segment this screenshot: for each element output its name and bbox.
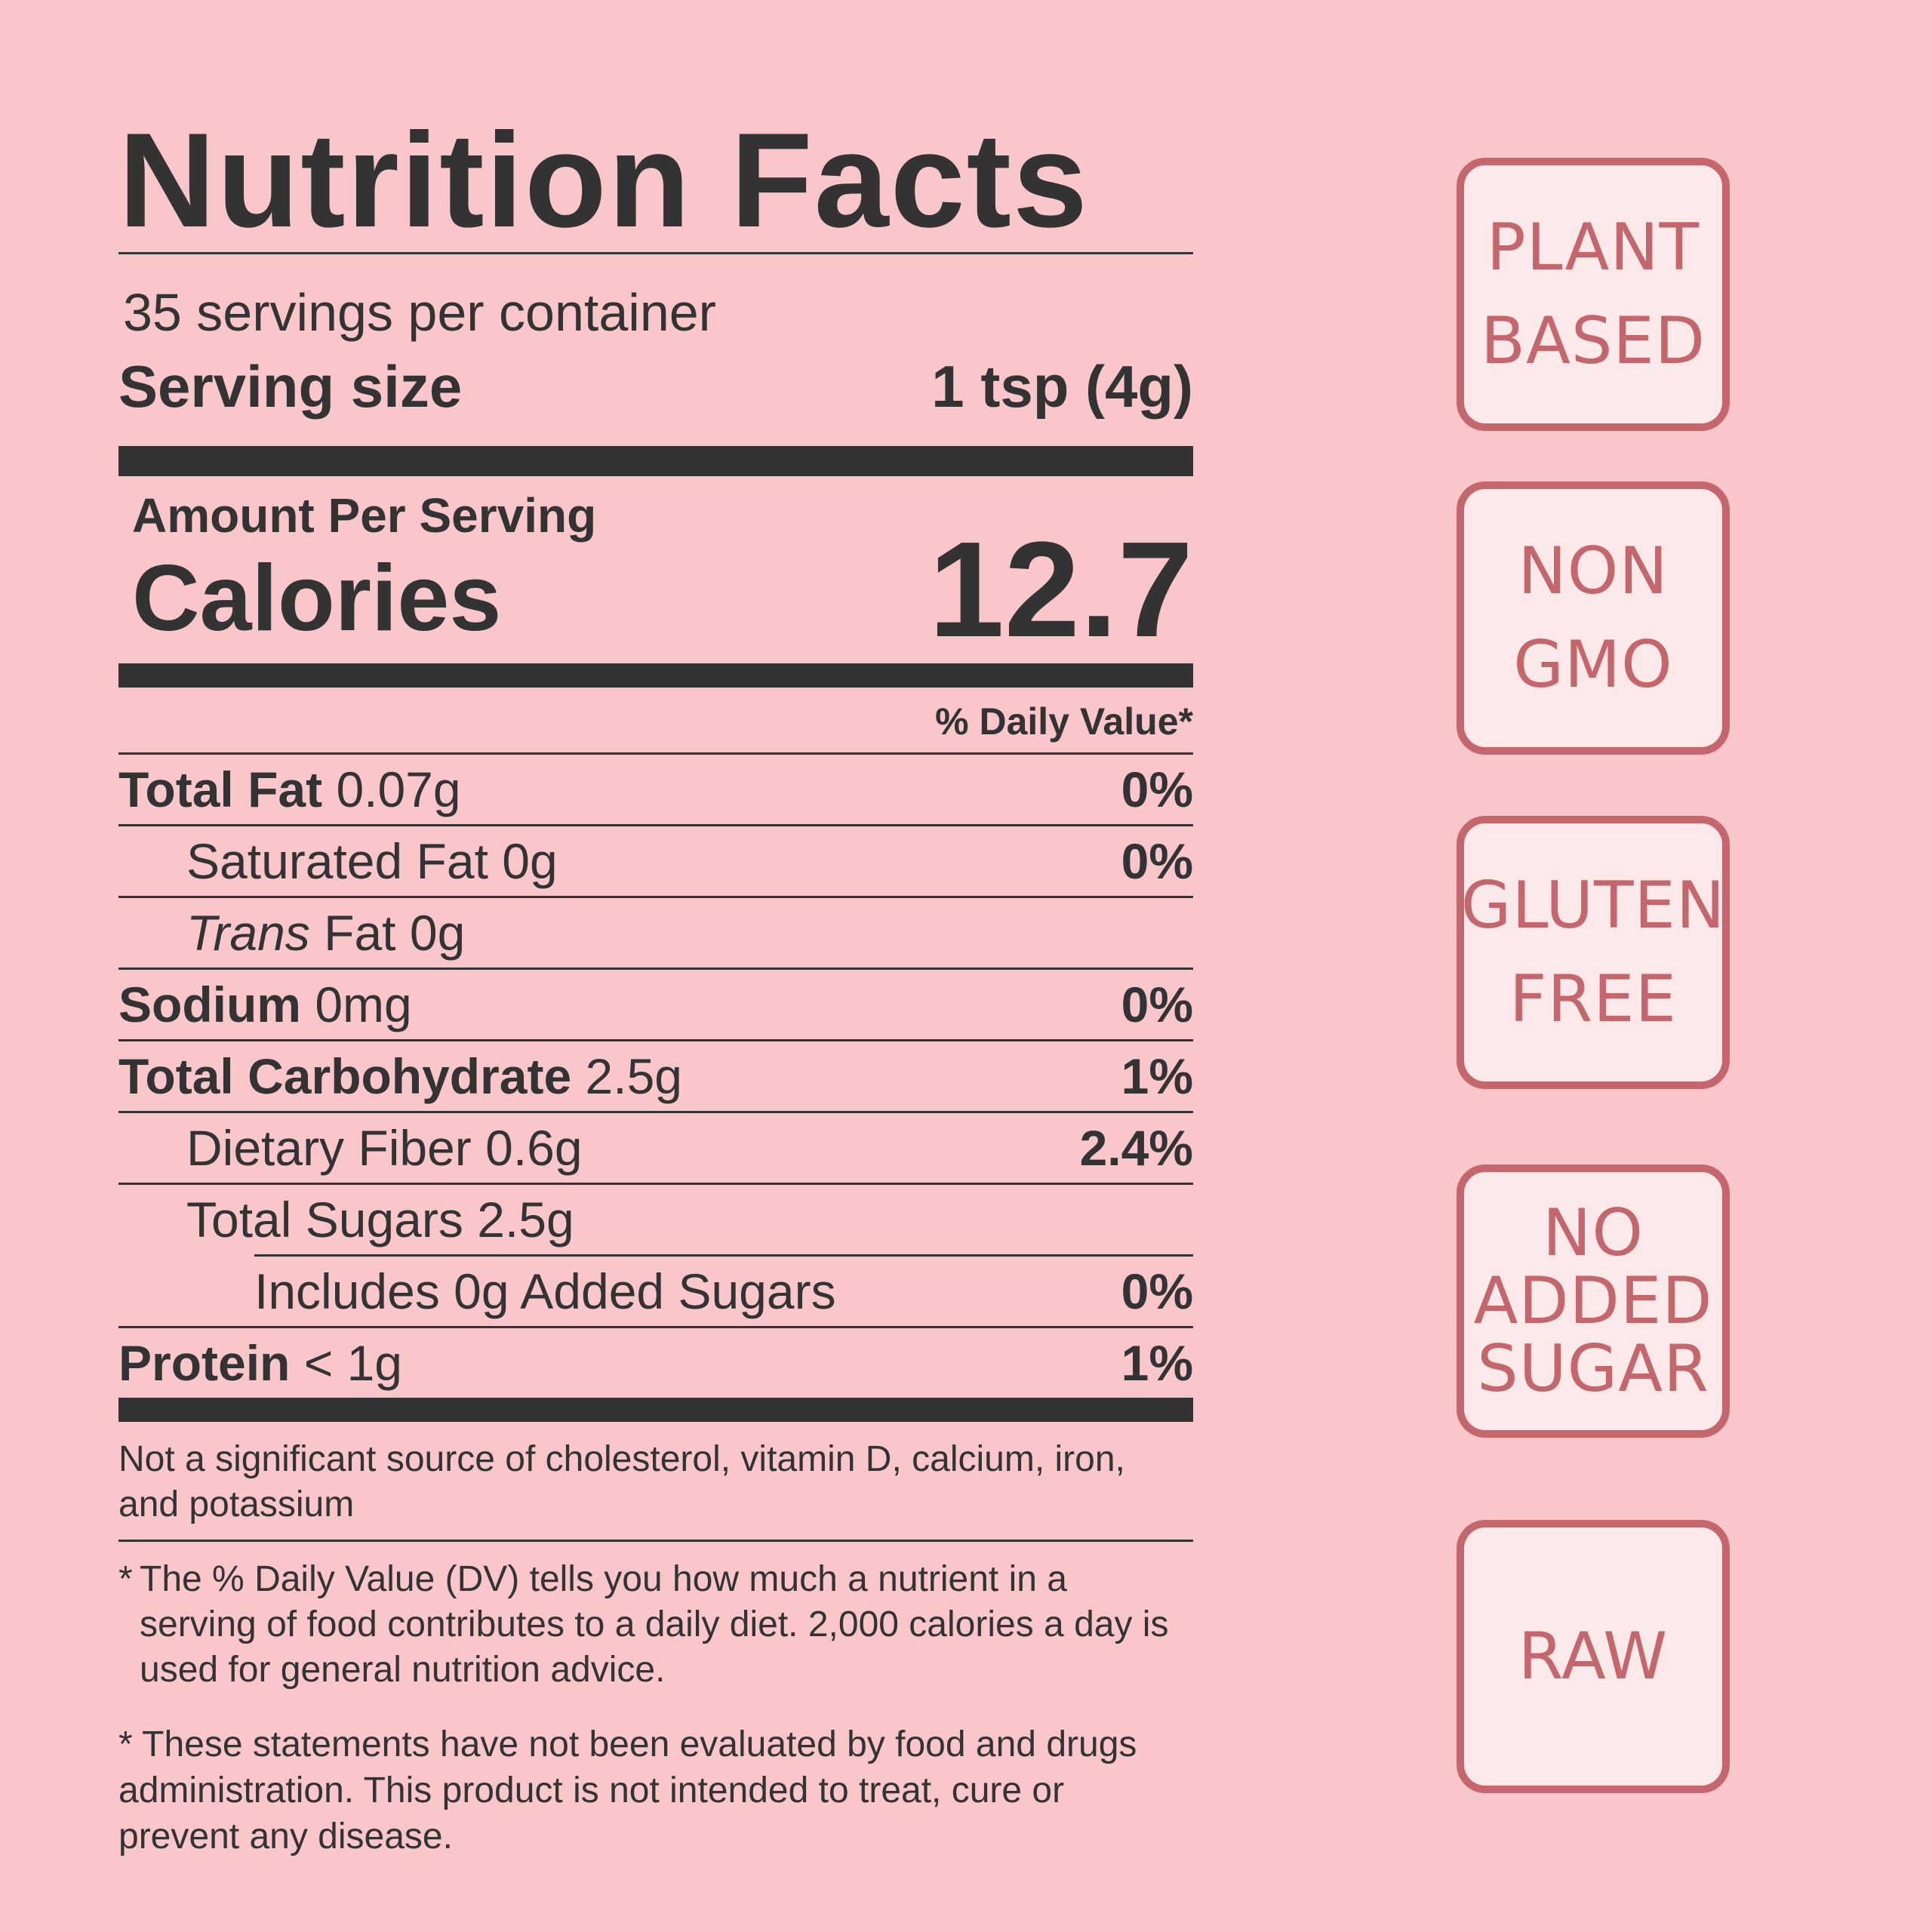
gluten-free-badge: GLUTEN FREE	[1457, 816, 1730, 1089]
serving-size-row: Serving size 1 tsp (4g)	[118, 357, 1193, 416]
nutrient-name: Saturated Fat	[186, 833, 488, 889]
nutrient-dv: 2.4%	[1079, 1120, 1193, 1176]
serving-size-value: 1 tsp (4g)	[931, 353, 1193, 420]
nutrient-row-added-sugars: Includes 0g Added Sugars 0%	[254, 1254, 1193, 1326]
calories-value: 12.7	[928, 514, 1193, 666]
daily-value-note: The % Daily Value (DV) tells you how muc…	[140, 1559, 1169, 1690]
calories-row: Calories 12.7	[118, 514, 1193, 666]
nutrient-dv: 0%	[1121, 1263, 1193, 1319]
nutrition-facts-title: Nutrition Facts	[118, 105, 1089, 255]
nutrient-amount: 0mg	[315, 977, 412, 1032]
daily-value-header: % Daily Value*	[935, 700, 1193, 743]
divider	[118, 252, 1193, 254]
nutrient-dv: 1%	[1121, 1335, 1193, 1391]
nutrient-row-total-fat: Total Fat 0.07g 0%	[118, 752, 1193, 824]
thick-divider	[118, 1398, 1193, 1422]
nutrient-amount: 0g	[502, 833, 558, 889]
non-gmo-badge: NON GMO	[1457, 481, 1730, 755]
nutrient-name: Total Fat	[118, 761, 323, 817]
raw-badge: RAW	[1457, 1520, 1730, 1793]
nutrient-name: Sodium	[118, 977, 301, 1032]
badge-line: GMO	[1513, 627, 1673, 703]
nutrient-row-trans-fat: Trans Fat 0g	[118, 896, 1193, 968]
nutrient-dv: 1%	[1121, 1048, 1193, 1104]
no-added-sugar-badge: NO ADDED SUGAR	[1457, 1164, 1730, 1438]
nutrition-facts-panel: Nutrition Facts 35 servings per containe…	[118, 113, 1193, 1860]
nutrient-amount: 0.07g	[336, 761, 461, 817]
badge-line: ADDED	[1473, 1263, 1713, 1339]
badge-line: NON	[1518, 534, 1669, 609]
nutrient-name: Includes 0g Added Sugars	[254, 1263, 836, 1319]
nutrient-name-italic: Trans	[186, 905, 310, 961]
divider	[118, 1540, 1193, 1542]
nutrient-row-dietary-fiber: Dietary Fiber 0.6g 2.4%	[118, 1111, 1193, 1183]
daily-value-footnote: * The % Daily Value (DV) tells you how m…	[118, 1557, 1193, 1693]
nutrient-amount: 2.5g	[477, 1192, 574, 1247]
not-significant-note: Not a significant source of cholesterol,…	[118, 1439, 1125, 1524]
badge-line: GLUTEN	[1460, 868, 1726, 943]
badge-line: FREE	[1509, 961, 1677, 1037]
nutrient-amount: 0.6g	[485, 1120, 583, 1176]
nutrient-row-saturated-fat: Saturated Fat 0g 0%	[118, 824, 1193, 896]
nutrient-amount: < 1g	[303, 1335, 402, 1391]
servings-per-container: 35 servings per container	[123, 283, 716, 342]
badge-line: PLANT	[1486, 210, 1700, 285]
thick-divider	[118, 446, 1193, 476]
serving-size-label: Serving size	[118, 353, 463, 420]
nutrient-name: Total Carbohydrate	[118, 1048, 572, 1104]
nutrient-dv: 0%	[1121, 833, 1193, 889]
nutrient-row-total-sugars: Total Sugars 2.5g	[118, 1183, 1193, 1254]
nutrient-name: Fat	[324, 905, 396, 961]
nutrient-amount: 0g	[409, 905, 466, 961]
fda-disclaimer: * These statements have not been evaluat…	[118, 1724, 1137, 1857]
nutrient-dv: 0%	[1121, 977, 1193, 1032]
thick-divider	[118, 663, 1193, 688]
calories-label: Calories	[132, 546, 502, 651]
nutrient-row-sodium: Sodium 0mg 0%	[118, 968, 1193, 1039]
nutrient-amount: 2.5g	[585, 1048, 682, 1104]
badge-line: NO	[1542, 1195, 1644, 1271]
badge-line: BASED	[1481, 303, 1706, 379]
nutrient-row-protein: Protein < 1g 1%	[118, 1326, 1193, 1398]
nutrient-dv: 0%	[1121, 761, 1193, 817]
badge-line: SUGAR	[1477, 1331, 1709, 1407]
footnote-star: *	[118, 1559, 133, 1599]
badge-line: RAW	[1518, 1619, 1669, 1694]
plant-based-badge: PLANT BASED	[1457, 158, 1730, 431]
nutrient-row-total-carbohydrate: Total Carbohydrate 2.5g 1%	[118, 1039, 1193, 1111]
nutrient-name: Protein	[118, 1335, 291, 1391]
amount-per-serving: Amount Per Serving	[132, 488, 597, 543]
nutrient-name: Dietary Fiber	[186, 1120, 472, 1176]
nutrient-name: Total Sugars	[186, 1192, 463, 1247]
